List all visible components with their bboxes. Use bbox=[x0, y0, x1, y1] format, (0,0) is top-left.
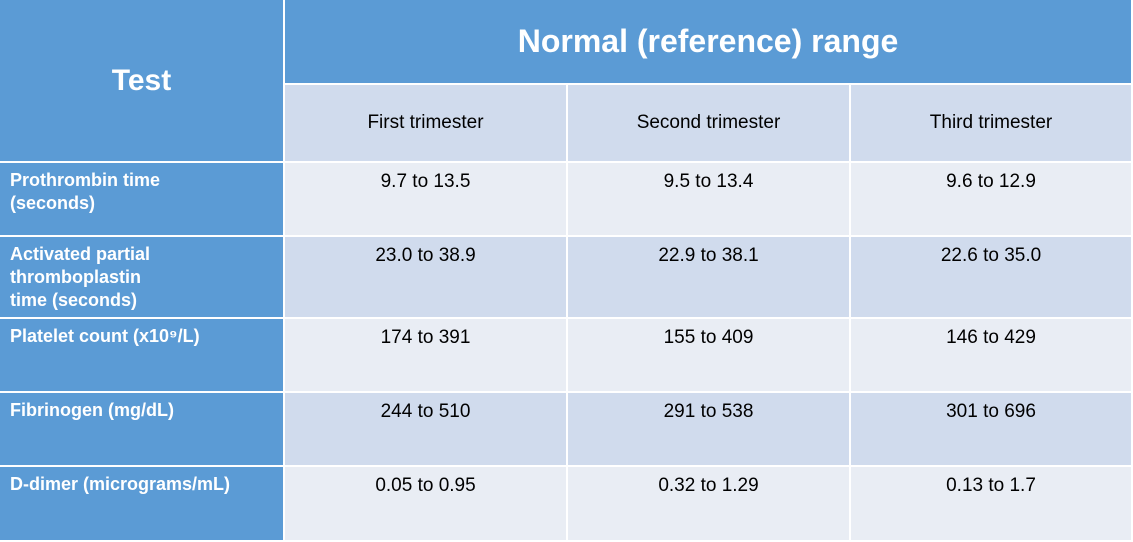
row-label: Prothrombin time (seconds) bbox=[0, 163, 285, 237]
row-label-line: Fibrinogen (mg/dL) bbox=[10, 400, 174, 420]
value-cell: 244 to 510 bbox=[285, 393, 568, 467]
value-cell: 301 to 696 bbox=[851, 393, 1133, 467]
value-cell: 174 to 391 bbox=[285, 319, 568, 393]
value-cell: 0.13 to 1.7 bbox=[851, 467, 1133, 542]
test-header: Test bbox=[0, 0, 285, 163]
value-cell: 291 to 538 bbox=[568, 393, 851, 467]
row-label: Activated partial thromboplastin time (sec… bbox=[0, 237, 285, 319]
row-label: D-dimer (micrograms/mL) bbox=[0, 467, 285, 542]
row-label-line: Platelet count (x10⁹/L) bbox=[10, 326, 200, 346]
row-label-line: Activated partial bbox=[10, 244, 151, 264]
row-label-line: Prothrombin time bbox=[10, 170, 161, 190]
row-label-line: D-dimer (micrograms/mL) bbox=[10, 474, 231, 494]
value-cell: 155 to 409 bbox=[568, 319, 851, 393]
value-cell: 9.6 to 12.9 bbox=[851, 163, 1133, 237]
row-label-line: thromboplastin bbox=[10, 267, 141, 287]
value-cell: 22.6 to 35.0 bbox=[851, 237, 1133, 319]
value-cell: 0.05 to 0.95 bbox=[285, 467, 568, 542]
value-cell: 9.7 to 13.5 bbox=[285, 163, 568, 237]
column-header: Third trimester bbox=[851, 85, 1133, 163]
row-label-line: time (seconds) bbox=[10, 290, 138, 310]
value-cell: 146 to 429 bbox=[851, 319, 1133, 393]
row-label-line: (seconds) bbox=[10, 193, 96, 213]
value-cell: 0.32 to 1.29 bbox=[568, 467, 851, 542]
row-label: Platelet count (x10⁹/L) bbox=[0, 319, 285, 393]
column-header: Second trimester bbox=[568, 85, 851, 163]
value-cell: 22.9 to 38.1 bbox=[568, 237, 851, 319]
value-cell: 9.5 to 13.4 bbox=[568, 163, 851, 237]
range-header: Normal (reference) range bbox=[285, 0, 1133, 85]
value-cell: 23.0 to 38.9 bbox=[285, 237, 568, 319]
column-header: First trimester bbox=[285, 85, 568, 163]
row-label: Fibrinogen (mg/dL) bbox=[0, 393, 285, 467]
